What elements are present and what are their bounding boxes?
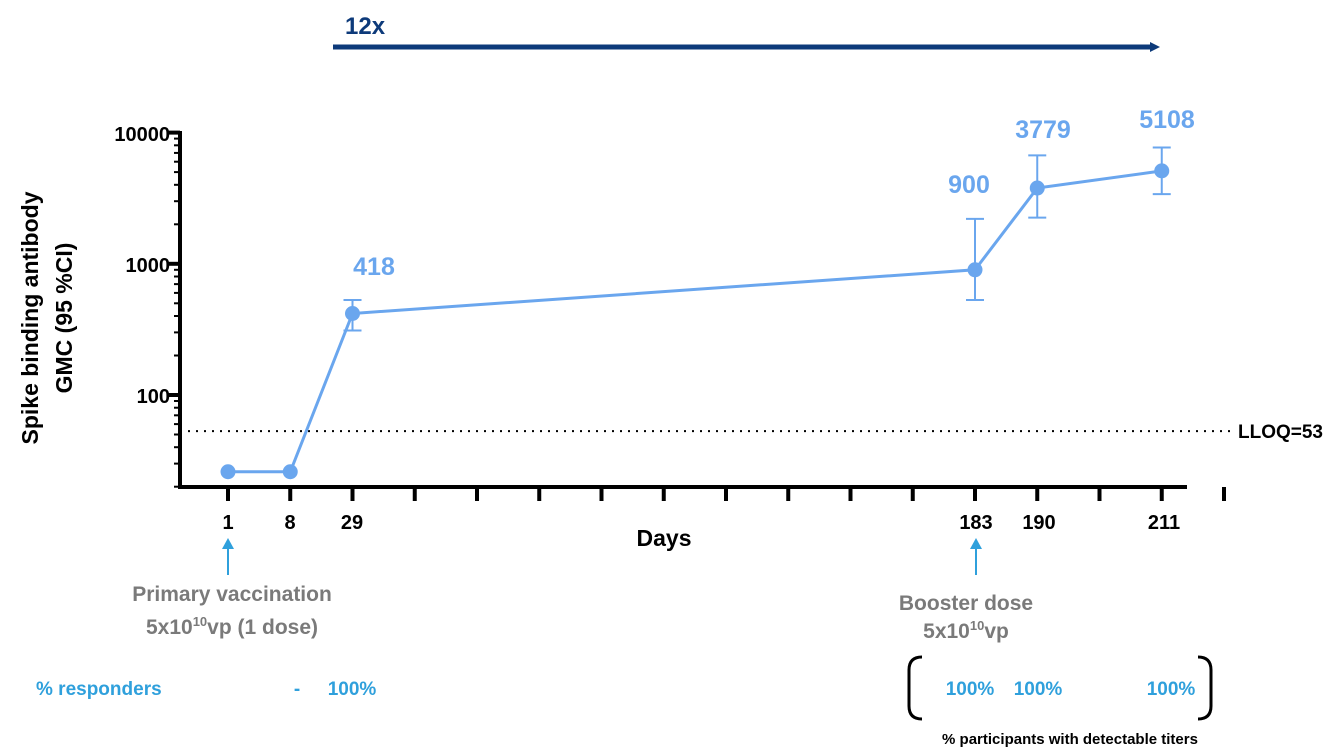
bracket-right [1197, 655, 1213, 721]
x-tick-label: 29 [341, 512, 363, 534]
responders-label: % responders [36, 679, 162, 700]
data-label-day183: 900 [948, 171, 990, 199]
y-minor-ticks [174, 137, 180, 488]
responders-value-day8: - [294, 679, 300, 700]
footnote: % participants with detectable titers [942, 731, 1198, 748]
data-point-day29 [345, 306, 360, 322]
y-tick-label: 10000 [114, 124, 170, 146]
detectable-value-day183: 100% [946, 679, 995, 700]
data-label-day211: 5108 [1139, 106, 1195, 134]
x-tick-label: 211 [1148, 512, 1180, 534]
booster-dose-label: Booster dose [899, 592, 1033, 615]
x-tick-label: 8 [284, 512, 295, 534]
primary-dose-label: 5x1010vp (1 dose) [146, 614, 318, 639]
booster-dose-arrowhead [970, 538, 982, 549]
x-tick-label: 1 [222, 512, 233, 534]
data-point-day8 [282, 464, 298, 480]
booster-dose-amount: 5x1010vp [923, 618, 1009, 643]
y-axis-title-line2: GMC (95 %CI) [51, 243, 77, 394]
lloq-label: LLOQ=53 [1238, 422, 1323, 443]
data-point-day1 [220, 464, 236, 480]
data-point-day183 [967, 262, 983, 278]
x-tick-label: 190 [1022, 512, 1055, 534]
x-axis-title: Days [637, 525, 692, 551]
series-points [220, 163, 1170, 480]
error-bars [343, 146, 1171, 332]
primary-vaccination-arrowhead [222, 538, 234, 549]
bracket-left [907, 655, 923, 721]
x-ticks [226, 487, 1226, 501]
series-line [228, 169, 1163, 474]
y-tick-label: 1000 [126, 255, 171, 277]
data-point-day211 [1154, 163, 1170, 179]
y-major-ticks [168, 130, 180, 397]
detectable-value-day211: 100% [1147, 679, 1196, 700]
y-tick-label: 100 [137, 386, 170, 408]
data-point-day190 [1029, 180, 1045, 196]
primary-vaccination-label: Primary vaccination [132, 583, 332, 606]
x-tick-label: 183 [959, 512, 992, 534]
data-label-day29: 418 [353, 253, 395, 281]
y-axis-title-line1: Spike binding antibody [17, 191, 43, 444]
data-label-day190: 3779 [1015, 116, 1071, 144]
detectable-value-day190: 100% [1014, 679, 1063, 700]
fold-change-label: 12x [345, 13, 386, 40]
responders-value-day29: 100% [328, 679, 377, 700]
